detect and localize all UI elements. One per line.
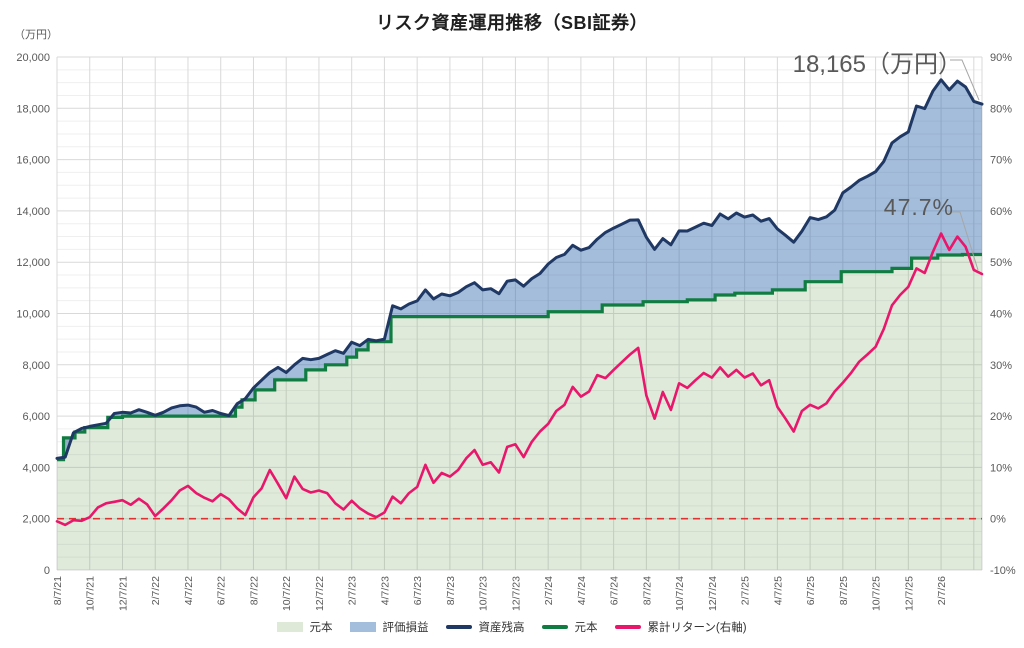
x-axis-tick: 2/7/23 <box>347 576 359 605</box>
right-axis-tick: 20% <box>990 411 1012 423</box>
left-axis-tick: 16,000 <box>16 155 50 167</box>
left-axis-unit-label: （万円） <box>14 29 58 41</box>
right-axis-tick: 90% <box>990 52 1012 64</box>
legend-label: 元本 <box>309 622 333 634</box>
right-axis-tick: 0% <box>990 514 1006 526</box>
x-axis-tick: 10/7/23 <box>478 576 490 611</box>
x-axis-tick: 12/7/25 <box>903 576 915 611</box>
legend-swatch-area <box>350 622 377 632</box>
legend-item-1: 評価損益 <box>350 619 428 635</box>
x-axis-tick: 12/7/21 <box>117 576 129 611</box>
left-axis-tick: 14,000 <box>16 206 50 218</box>
legend-item-4: 累計リターン(右軸) <box>615 619 747 635</box>
x-axis-tick: 2/7/26 <box>936 576 948 605</box>
right-axis-tick: 50% <box>990 257 1012 269</box>
legend-item-0: 元本 <box>277 619 332 635</box>
balance-line <box>55 78 984 460</box>
x-axis-tick: 6/7/22 <box>216 576 228 605</box>
legend-item-3: 元本 <box>542 619 597 635</box>
right-axis-tick: 80% <box>990 103 1012 115</box>
x-axis-tick: 4/7/22 <box>183 576 195 605</box>
legend-item-2: 資産残高 <box>446 619 524 635</box>
x-axis-tick: 4/7/24 <box>576 576 588 605</box>
right-axis-tick: 40% <box>990 309 1012 321</box>
right-axis-tick: 70% <box>990 155 1012 167</box>
legend-label: 資産残高 <box>478 622 525 634</box>
left-axis-tick: 18,000 <box>16 103 50 115</box>
legend-swatch-line <box>615 625 642 629</box>
x-axis-tick: 6/7/23 <box>412 576 424 605</box>
left-axis-tick: 4,000 <box>22 462 50 474</box>
annotation-final-return: 47.7% <box>883 194 954 220</box>
chart-title: リスク資産運用推移（SBI証券） <box>375 13 648 33</box>
legend-swatch-area <box>277 622 304 632</box>
x-axis-tick: 12/7/22 <box>314 576 326 611</box>
x-axis-tick: 12/7/23 <box>510 576 522 611</box>
x-axis-tick: 10/7/22 <box>281 576 293 611</box>
x-axis-tick: 8/7/22 <box>248 576 260 605</box>
legend-label: 元本 <box>574 622 598 634</box>
x-axis-tick: 4/7/25 <box>772 576 784 605</box>
return-line <box>55 232 984 527</box>
return-connector <box>948 211 979 271</box>
legend-swatch-line <box>542 625 569 629</box>
left-axis-tick: 8,000 <box>22 360 50 372</box>
left-axis-tick: 6,000 <box>22 411 50 423</box>
right-axis-tick: 10% <box>990 462 1012 474</box>
legend-label: 評価損益 <box>382 622 429 634</box>
left-axis-tick: 12,000 <box>16 257 50 269</box>
gain-band <box>57 79 982 460</box>
x-axis-tick: 4/7/23 <box>379 576 391 605</box>
legend-label: 累計リターン(右軸) <box>647 622 747 634</box>
left-axis-tick: 0 <box>44 565 50 577</box>
x-axis-tick: 10/7/24 <box>674 576 686 611</box>
x-axis-tick: 2/7/24 <box>543 576 555 605</box>
right-axis-tick: 30% <box>990 360 1012 372</box>
annotation-final-balance: 18,165（万円） <box>792 51 962 78</box>
x-axis-tick: 2/7/25 <box>740 576 752 605</box>
legend-swatch-line <box>446 625 473 629</box>
x-axis-tick: 8/7/24 <box>641 576 653 605</box>
x-axis-tick: 12/7/24 <box>707 576 719 611</box>
x-axis-tick: 2/7/22 <box>150 576 162 605</box>
left-axis-tick: 2,000 <box>22 514 50 526</box>
x-axis-tick: 8/7/25 <box>838 576 850 605</box>
x-axis-tick: 8/7/21 <box>52 576 64 605</box>
balance-connector <box>950 59 980 101</box>
x-axis-tick: 10/7/25 <box>871 576 883 611</box>
x-axis-tick: 6/7/24 <box>609 576 621 605</box>
x-axis-tick: 8/7/23 <box>445 576 457 605</box>
right-axis-tick: -10% <box>990 565 1016 577</box>
x-axis-tick: 6/7/25 <box>805 576 817 605</box>
right-axis-tick: 60% <box>990 206 1012 218</box>
x-axis-tick: 10/7/21 <box>85 576 97 611</box>
legend: 元本 評価損益 資産残高 元本 累計リターン(右軸) <box>0 619 1024 635</box>
left-axis-tick: 20,000 <box>16 52 50 64</box>
left-axis-tick: 10,000 <box>16 309 50 321</box>
